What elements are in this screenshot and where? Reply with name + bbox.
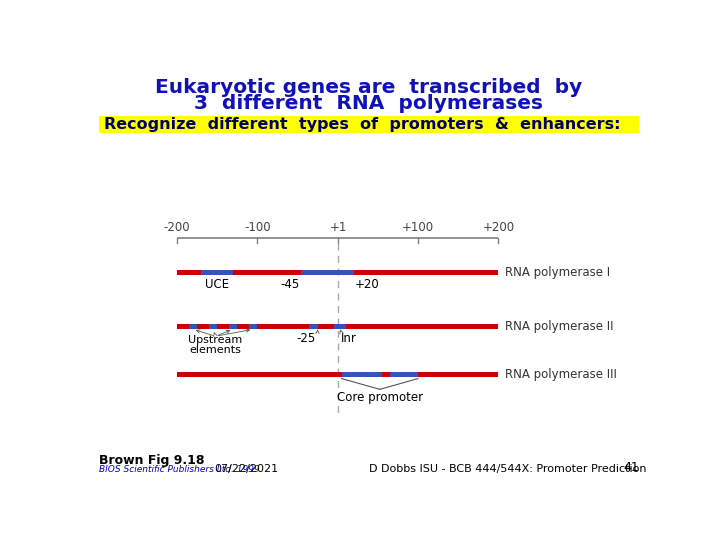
Text: Brown Fig 9.18: Brown Fig 9.18 <box>99 454 204 467</box>
Text: -100: -100 <box>244 221 271 234</box>
Bar <box>99 117 639 133</box>
Bar <box>177 372 498 377</box>
Text: +100: +100 <box>402 221 434 234</box>
Text: -200: -200 <box>163 221 190 234</box>
Text: UCE: UCE <box>205 279 229 292</box>
Text: RNA polymerase I: RNA polymerase I <box>505 266 610 279</box>
Text: BIOS Scientific Publishers Ltd. 1999: BIOS Scientific Publishers Ltd. 1999 <box>99 465 260 475</box>
Bar <box>249 324 257 329</box>
Text: Recognize  different  types  of  promoters  &  enhancers:: Recognize different types of promoters &… <box>104 117 621 132</box>
Bar <box>302 270 354 275</box>
Bar <box>177 270 498 275</box>
Text: -45: -45 <box>281 279 300 292</box>
Text: Inr: Inr <box>341 333 356 346</box>
Bar <box>341 372 382 377</box>
Bar <box>333 324 346 329</box>
Bar <box>177 324 498 329</box>
Bar <box>201 270 233 275</box>
Text: -25: -25 <box>297 333 316 346</box>
Bar <box>229 324 237 329</box>
Text: Core promoter: Core promoter <box>337 391 423 404</box>
Text: elements: elements <box>189 345 241 355</box>
Text: Eukaryotic genes are  transcribed  by: Eukaryotic genes are transcribed by <box>156 78 582 97</box>
Text: +200: +200 <box>482 221 515 234</box>
Text: +1: +1 <box>330 221 347 234</box>
Text: +20: +20 <box>355 279 380 292</box>
Text: D Dobbs ISU - BCB 444/544X: Promoter Prediction: D Dobbs ISU - BCB 444/544X: Promoter Pre… <box>369 464 647 475</box>
Text: 3  different  RNA  polymerases: 3 different RNA polymerases <box>194 94 544 113</box>
Bar <box>209 324 217 329</box>
Text: RNA polymerase III: RNA polymerase III <box>505 368 616 381</box>
Text: 07/22/2021: 07/22/2021 <box>214 464 278 475</box>
Bar <box>189 324 197 329</box>
Bar <box>390 372 418 377</box>
Text: RNA polymerase II: RNA polymerase II <box>505 320 613 333</box>
Text: Upstream: Upstream <box>188 335 243 346</box>
Text: 41: 41 <box>623 462 639 475</box>
Bar <box>310 324 318 329</box>
